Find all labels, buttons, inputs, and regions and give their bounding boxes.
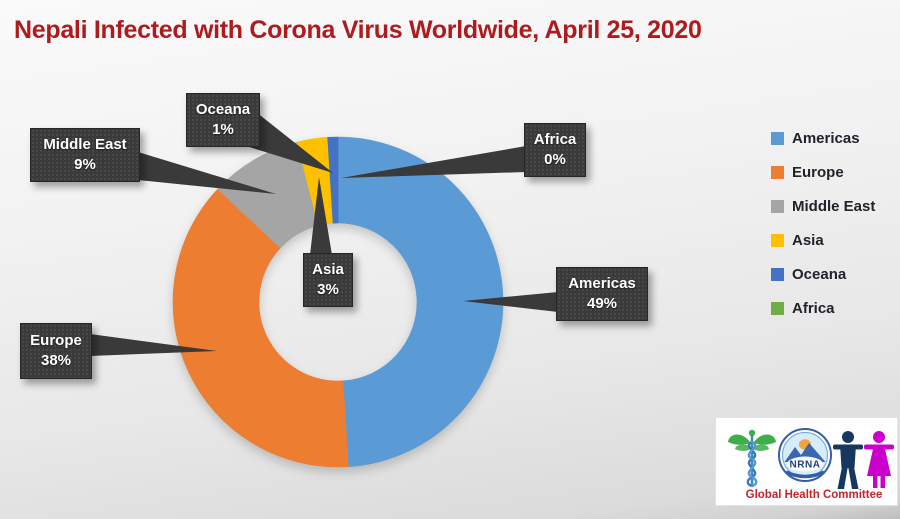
legend-label: Americas (792, 129, 860, 147)
legend-label: Oceana (792, 265, 847, 283)
legend-label: Europe (792, 163, 844, 181)
callout-leader-lines (90, 112, 558, 356)
leader-line-oceana (246, 112, 333, 173)
nrna-text: NRNA (790, 460, 821, 471)
callout-percent-value: 1% (212, 121, 234, 138)
callout-americas: Americas 49% (556, 267, 648, 321)
page-title: Nepali Infected with Corona Virus Worldw… (14, 16, 702, 44)
logo-box: NRNA Global Health Committee (716, 418, 897, 505)
leader-line-americas (463, 292, 558, 312)
callout-africa: Africa 0% (524, 123, 586, 177)
legend-item-africa: Africa (771, 291, 875, 325)
logo-graphic: NRNA Global Health Committee (728, 428, 894, 501)
callout-category-label: Middle East (43, 135, 127, 153)
legend-item-americas: Americas (771, 121, 875, 155)
callout-percent-value: 49% (586, 295, 618, 312)
female-figure-icon (864, 431, 894, 488)
legend-label: Middle East (792, 197, 876, 215)
callout-category-label: Europe (30, 331, 82, 349)
nrna-emblem: NRNA (778, 428, 832, 482)
chart-legend: Americas Europe Middle East Asia Oceana Afric… (771, 121, 875, 325)
legend-item-oceana: Oceana (771, 257, 875, 291)
legend-item-middle-east: Middle East (771, 189, 875, 223)
legend-item-asia: Asia (771, 223, 875, 257)
leader-line-asia (310, 177, 332, 255)
callout-europe: Europe 38% (20, 323, 92, 379)
legend-swatch (771, 267, 784, 281)
legend-swatch (771, 131, 784, 145)
caduceus-icon (728, 429, 776, 488)
legend-item-europe: Europe (771, 155, 875, 189)
callout-category-label: Asia (312, 260, 344, 278)
leader-line-middle-east (138, 152, 276, 194)
legend-swatch (771, 165, 784, 179)
legend-label: Asia (792, 231, 824, 249)
leader-line-europe (90, 334, 217, 356)
callout-percent-value: 9% (74, 156, 96, 173)
legend-swatch (771, 199, 784, 213)
callout-percent-value: 38% (40, 352, 72, 369)
callout-percent-value: 0% (544, 151, 566, 168)
callout-category-label: Americas (568, 274, 636, 292)
donut-slices (172, 136, 504, 468)
callout-oceana: Oceana 1% (186, 93, 260, 147)
callout-middle-east: Middle East 9% (30, 128, 140, 182)
leader-line-africa (341, 146, 526, 178)
legend-swatch (771, 233, 784, 247)
legend-label: Africa (792, 299, 835, 317)
callout-asia: Asia 3% (303, 253, 353, 307)
slice-oceana (327, 136, 339, 224)
legend-swatch (771, 301, 784, 315)
logo-caption: Global Health Committee (746, 489, 883, 501)
slice-europe (172, 188, 349, 468)
callout-percent-value: 3% (317, 281, 339, 298)
male-figure-icon (833, 431, 863, 489)
callout-category-label: Oceana (195, 100, 251, 118)
callout-category-label: Africa (533, 130, 577, 148)
